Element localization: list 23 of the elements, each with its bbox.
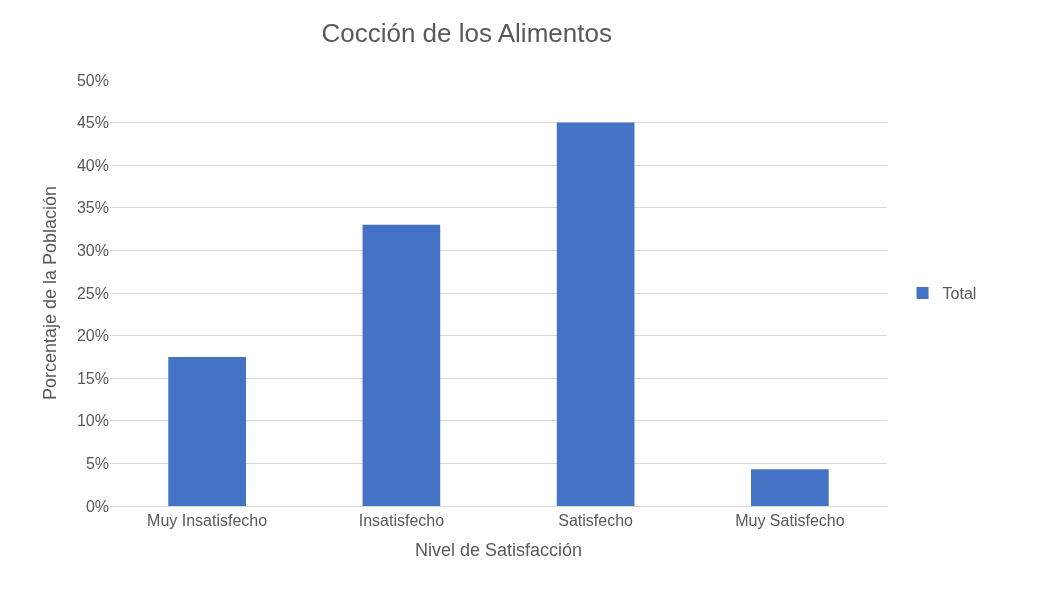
y-tick-label: 30% [76,242,109,259]
y-tick-label: 20% [76,327,109,345]
bar [556,122,635,506]
x-tick-label: Insatisfecho [358,512,445,530]
y-tick-label: 15% [76,369,109,387]
x-tick-label: Muy Satisfecho [735,512,845,530]
y-tick-label: 5% [85,455,109,472]
x-axis-title: Nivel de Satisfacción [414,540,583,561]
bar [362,224,441,506]
y-axis-title: Porcentaje de la Población [40,185,61,401]
y-tick-label: 40% [76,156,109,174]
bar [168,356,246,506]
x-tick-label: Satisfecho [558,512,634,530]
y-tick-label: 35% [76,199,109,217]
y-tick-label: 25% [76,284,109,302]
chart-title: Cocción de los Alimentos [321,18,612,49]
y-tick-label: 45% [76,114,109,132]
y-tick-label: 10% [76,412,109,430]
bar [751,469,829,506]
y-tick-label: 50% [76,71,109,89]
x-tick-label: Muy Insatisfecho [147,512,268,530]
y-tick-label: 0% [85,497,109,515]
legend-label: Total [942,285,977,303]
